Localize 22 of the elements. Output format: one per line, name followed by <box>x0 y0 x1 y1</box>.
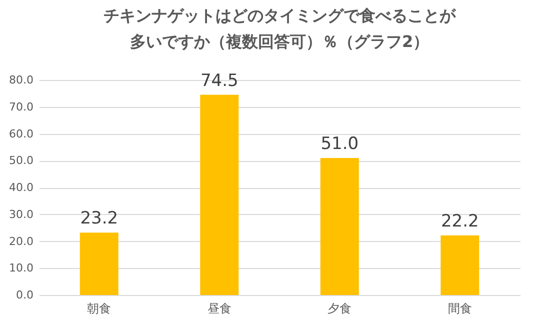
y-tick-label: 10.0 <box>9 262 34 275</box>
bar <box>200 94 239 295</box>
chart-title: チキンナゲットはどのタイミングで食べることが多いですか（複数回答可）％（グラフ2） <box>104 6 456 51</box>
data-label: 74.5 <box>200 70 238 91</box>
bar <box>80 232 118 295</box>
x-tick-label: 夕食 <box>328 302 352 316</box>
y-tick-label: 40.0 <box>9 181 34 194</box>
x-tick-label: 間食 <box>448 302 472 316</box>
y-tick-label: 20.0 <box>9 234 34 248</box>
bar <box>320 158 359 295</box>
data-label: 23.2 <box>80 208 118 229</box>
y-tick-label: 70.0 <box>9 100 34 114</box>
y-tick-label: 30.0 <box>9 208 34 221</box>
y-tick-label: 0.0 <box>16 288 34 302</box>
y-tick-label: 80.0 <box>9 74 34 86</box>
x-tick-label: 昼食 <box>207 302 232 316</box>
bar <box>440 235 480 295</box>
x-tick-label: 朝食 <box>87 302 112 316</box>
y-tick-label: 60.0 <box>9 127 34 140</box>
data-label: 51.0 <box>320 134 359 154</box>
y-tick-label: 50.0 <box>9 154 34 168</box>
data-label: 22.2 <box>440 211 479 232</box>
